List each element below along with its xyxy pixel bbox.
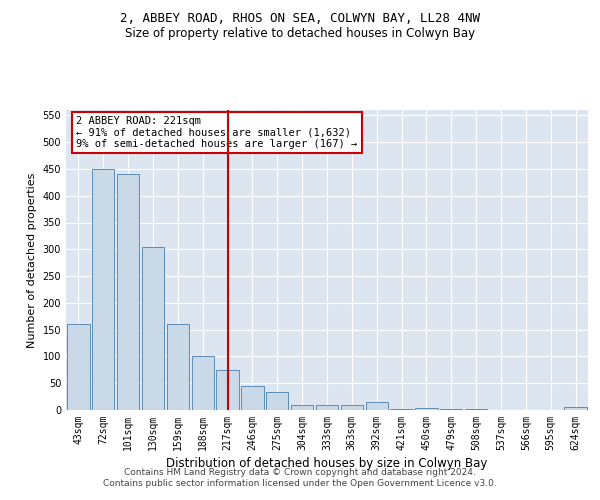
Y-axis label: Number of detached properties: Number of detached properties [27, 172, 37, 348]
Bar [415, 408, 437, 410]
Bar [365, 402, 388, 410]
Text: 2 ABBEY ROAD: 221sqm
← 91% of detached houses are smaller (1,632)
9% of semi-det: 2 ABBEY ROAD: 221sqm ← 91% of detached h… [76, 116, 358, 149]
Bar [291, 404, 313, 410]
X-axis label: Distribution of detached houses by size in Colwyn Bay: Distribution of detached houses by size … [166, 457, 488, 470]
Text: Contains HM Land Registry data © Crown copyright and database right 2024.
Contai: Contains HM Land Registry data © Crown c… [103, 468, 497, 487]
Bar [67, 324, 89, 410]
Bar [92, 169, 115, 410]
Bar [217, 370, 239, 410]
Bar [565, 408, 587, 410]
Bar [241, 386, 263, 410]
Bar [167, 324, 189, 410]
Bar [117, 174, 139, 410]
Text: 2, ABBEY ROAD, RHOS ON SEA, COLWYN BAY, LL28 4NW: 2, ABBEY ROAD, RHOS ON SEA, COLWYN BAY, … [120, 12, 480, 26]
Text: Size of property relative to detached houses in Colwyn Bay: Size of property relative to detached ho… [125, 28, 475, 40]
Bar [316, 404, 338, 410]
Bar [266, 392, 289, 410]
Bar [341, 404, 363, 410]
Bar [191, 356, 214, 410]
Bar [142, 246, 164, 410]
